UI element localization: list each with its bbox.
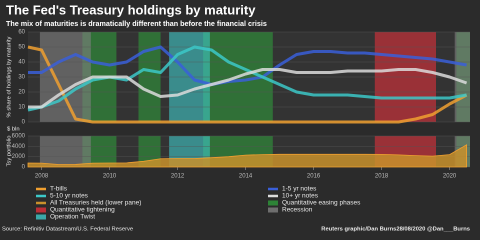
x-tick-label: 2016: [307, 174, 321, 180]
legend-swatch: [268, 200, 278, 206]
series-line: [27, 45, 468, 124]
series-area: [27, 144, 467, 168]
chart-title: The Fed's Treasury holdings by maturity: [6, 2, 256, 17]
x-tick-label: 2020: [443, 174, 457, 180]
y-tick-label: 30: [18, 75, 25, 81]
legend-label: Recession: [282, 207, 313, 214]
y-tick-label: 20: [18, 90, 25, 96]
credit: Reuters graphic/Dan Burns28/08/2020 @Dan…: [321, 227, 470, 233]
phase-band: [39, 136, 91, 167]
x-tick-label: 2012: [171, 174, 185, 180]
legend-label: 5-10 yr notes: [50, 193, 89, 200]
y-tick-label: 60: [18, 30, 25, 36]
legend-swatch: [36, 207, 46, 213]
legend-label: Quantitative tightening: [50, 207, 115, 214]
y-tick-label: 6000: [12, 134, 26, 140]
unit-label: $ bln: [7, 127, 20, 133]
source: Source: Refinitiv Datastream/U.S. Federa…: [2, 227, 133, 233]
legend-label: 10+ yr notes: [282, 193, 319, 200]
series-line: [27, 45, 467, 112]
legend-swatch: [268, 207, 278, 213]
y-tick-label: 50: [18, 45, 25, 51]
y-tick-label: 4000: [12, 144, 26, 150]
x-tick-label: 2018: [375, 174, 389, 180]
legend-label: 1-5 yr notes: [282, 186, 317, 193]
x-tick-label: 2008: [35, 174, 49, 180]
chart-subtitle: The mix of maturities is dramatically di…: [6, 19, 267, 28]
legend-label: All Treasuries held (lower pane): [50, 200, 141, 207]
y-tick-label: 2000: [12, 154, 26, 160]
legend-swatch: [36, 214, 46, 220]
series-line: [28, 68, 468, 109]
series-line: [28, 45, 467, 86]
legend-label: Operation Twist: [50, 214, 95, 221]
y-tick-label: 10: [18, 105, 25, 111]
y-tick-label: 0: [22, 120, 26, 126]
y-tick-label: 0: [22, 165, 26, 171]
y-tick-label: 40: [18, 60, 25, 66]
legend-label: T-bills: [50, 186, 68, 193]
chart: The Fed's Treasury holdings by maturity …: [2, 2, 470, 233]
legend-label: Quantitative easing phases: [282, 200, 361, 207]
x-tick-label: 2014: [239, 174, 253, 180]
y-axis-title: Tsy portfolio: [7, 136, 13, 167]
y-axis-title: % share of holdings by maturity: [7, 36, 13, 117]
x-tick-label: 2010: [103, 174, 117, 180]
